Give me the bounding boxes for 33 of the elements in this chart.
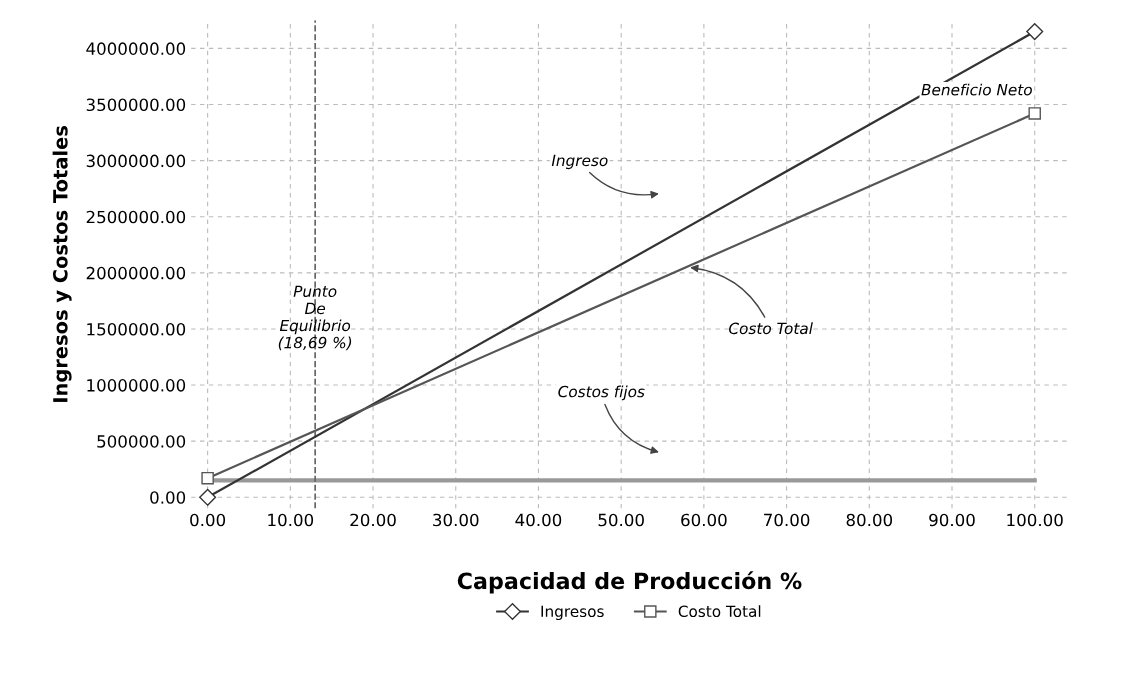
x-axis-title: Capacidad de Producción % bbox=[457, 571, 802, 594]
x-tick-label: 100.00 bbox=[1007, 513, 1063, 527]
x-tick-label: 90.00 bbox=[929, 513, 975, 527]
x-tick-label: 60.00 bbox=[681, 513, 727, 527]
y-tick-label: 3500000.00 bbox=[86, 98, 186, 112]
annotation: Ingreso bbox=[551, 154, 608, 170]
annotation: Costos fijos bbox=[558, 385, 645, 401]
x-tick-label: 10.00 bbox=[268, 513, 314, 527]
annotation: Beneficio Neto bbox=[921, 83, 1032, 96]
point bbox=[199, 488, 217, 506]
y-axis-title: Ingresos y Costos Totales bbox=[52, 126, 72, 402]
annotation: Costo Total bbox=[729, 322, 813, 335]
point bbox=[1026, 23, 1044, 41]
x-tick-label: 80.00 bbox=[846, 513, 893, 527]
y-tick-label: 3000000.00 bbox=[86, 154, 186, 168]
y-tick-label: 2500000.00 bbox=[86, 210, 186, 224]
y-tick-label: 4000000.00 bbox=[86, 42, 186, 55]
point bbox=[201, 471, 214, 485]
y-tick-label: 0.00 bbox=[150, 491, 186, 504]
y-tick-label: 1000000.00 bbox=[87, 379, 186, 392]
x-tick-label: 0.00 bbox=[190, 513, 226, 527]
legend-label: Ingresos bbox=[541, 605, 604, 621]
annotation: Punto De Equilibrio (18,69 %) bbox=[278, 285, 352, 351]
point bbox=[1028, 107, 1041, 120]
x-tick-label: 20.00 bbox=[350, 513, 396, 527]
x-tick-label: 30.00 bbox=[433, 513, 479, 527]
y-tick-label: 1500000.00 bbox=[87, 322, 186, 336]
legend-label: Costo Total bbox=[678, 605, 761, 618]
x-tick-label: 70.00 bbox=[764, 513, 810, 527]
x-tick-label: 40.00 bbox=[515, 513, 562, 527]
y-tick-label: 2000000.00 bbox=[86, 266, 186, 280]
x-tick-label: 50.00 bbox=[598, 513, 644, 527]
y-tick-label: 500000.00 bbox=[97, 435, 186, 448]
